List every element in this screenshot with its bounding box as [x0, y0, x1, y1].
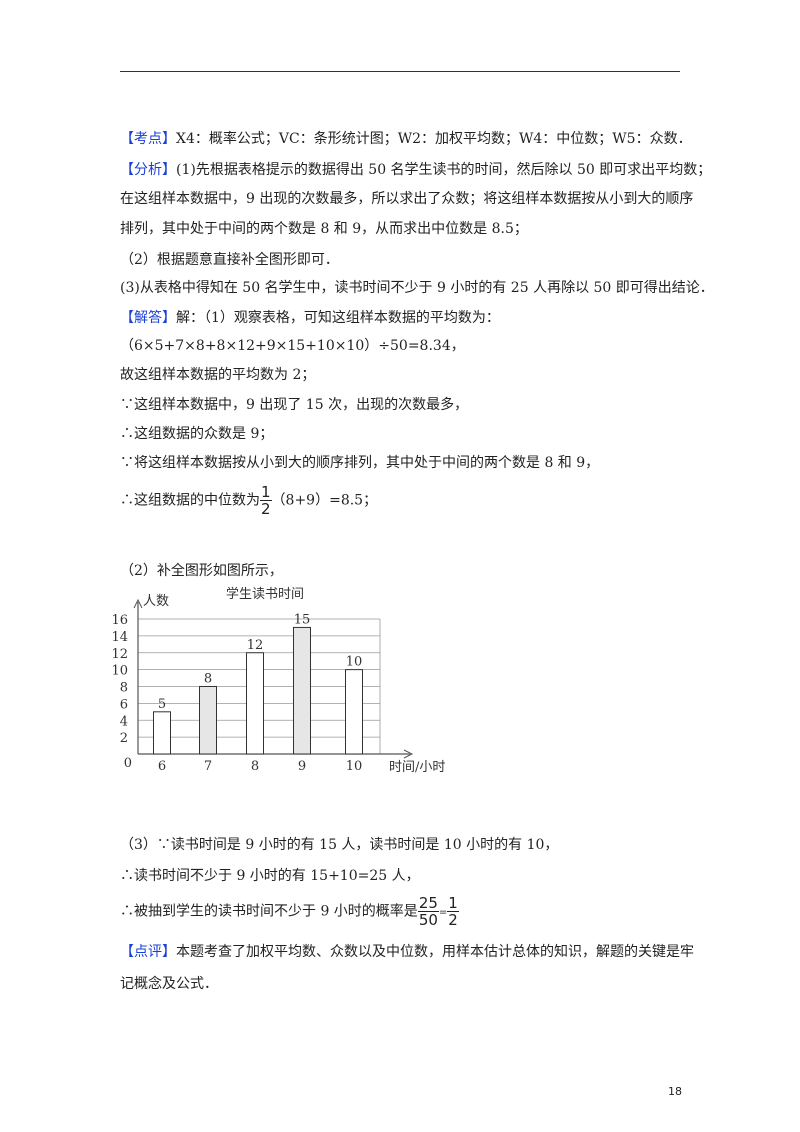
fenxi-line-4: （2）根据题意直接补全图形即可． — [120, 252, 339, 268]
y-tick-label: 4 — [120, 714, 128, 729]
part3-line-2: ∴读书时间不少于 9 小时的有 15+10=25 人， — [120, 868, 420, 884]
numerator: 1 — [260, 483, 272, 501]
fenxi-line-1: 【分析】(1)先根据表格提示的数据得出 50 名学生读书的时间，然后除以 50 … — [120, 161, 711, 179]
dianping-text: 本题考查了加权平均数、众数以及中位数，用样本估计总体的知识，解题的关键是牢 — [176, 944, 694, 960]
y-tick-label: 10 — [111, 664, 128, 679]
bar — [345, 669, 363, 755]
fenxi-tag: 【分析】 — [120, 162, 176, 178]
data-label: 8 — [204, 672, 212, 687]
header-rule — [120, 71, 680, 72]
fenxi-line-2: 在这组样本数据中，9 出现的次数最多，所以求出了众数；将这组样本数据按从小到大的… — [120, 191, 694, 207]
x-axis-label: 时间/小时 — [389, 760, 445, 775]
part2-line: （2）补全图形如图所示， — [120, 563, 283, 579]
page-number: 18 — [668, 1085, 682, 1098]
x-axis-arrow — [403, 749, 414, 759]
fenxi-line-3: 排列，其中处于中间的两个数是 8 和 9，从而求出中位数是 8.5； — [120, 221, 528, 237]
bar — [293, 626, 311, 755]
kaodian-text: X4：概率公式；VC：条形统计图；W2：加权平均数；W4：中位数；W5：众数． — [176, 131, 692, 147]
denominator: 2 — [261, 500, 271, 518]
jieda-line-4: ∵这组样本数据中，9 出现了 15 次，出现的次数最多， — [120, 397, 469, 413]
jieda-tag: 【解答】 — [120, 310, 176, 326]
data-label: 15 — [294, 612, 311, 627]
fraction-25-50: 25 50 — [417, 894, 439, 929]
bar — [199, 686, 217, 755]
x-tick-label: 6 — [158, 759, 166, 774]
part3-line-3: ∴被抽到学生的读书时间不少于 9 小时的概率是 25 50 = 1 2 — [120, 895, 459, 928]
median-text: ∴这组数据的中位数为 — [120, 492, 260, 509]
jieda-line-3: 故这组样本数据的平均数为 2； — [120, 367, 316, 383]
chart-title: 学生读书时间 — [226, 586, 304, 602]
y-tick-label: 2 — [120, 731, 128, 746]
data-label: 12 — [247, 638, 264, 653]
equals-sign: = — [438, 907, 448, 919]
jieda-text: 解：（1）观察表格，可知这组样本数据的平均数为： — [176, 310, 500, 326]
y-tick-label: 16 — [111, 613, 128, 628]
jieda-line-5: ∴这组数据的众数是 9； — [120, 426, 274, 442]
y-tick-label: 8 — [120, 681, 128, 696]
jieda-line-6: ∵将这组样本数据按从小到大的顺序排列，其中处于中间的两个数是 8 和 9， — [120, 455, 600, 471]
dianping-line-2: 记概念及公式． — [120, 976, 218, 992]
jieda-line-2: （6×5+7×8+8×12+9×15+10×10）÷50=8.34， — [120, 338, 465, 354]
data-label: 5 — [158, 697, 166, 712]
fenxi-line-5: (3)从表格中得知在 50 名学生中，读书时间不少于 9 小时的有 25 人再除… — [120, 280, 714, 296]
kaodian-line: 【考点】X4：概率公式；VC：条形统计图；W2：加权平均数；W4：中位数；W5：… — [120, 130, 692, 148]
denominator: 50 — [418, 911, 438, 929]
x-tick-label: 9 — [298, 759, 306, 774]
bar — [246, 652, 264, 755]
y-axis-label: 人数 — [143, 594, 169, 609]
y-tick-label: 0 — [124, 756, 132, 771]
median-result: （8+9）=8.5； — [271, 492, 378, 509]
jieda-line-7: ∴这组数据的中位数为 1 2 （8+9）=8.5； — [120, 484, 377, 517]
fenxi-text: (1)先根据表格提示的数据得出 50 名学生读书的时间，然后除以 50 即可求出… — [176, 162, 712, 178]
x-tick-label: 8 — [251, 759, 259, 774]
numerator: 25 — [417, 894, 439, 912]
dianping-line-1: 【点评】本题考查了加权平均数、众数以及中位数，用样本估计总体的知识，解题的关键是… — [120, 943, 694, 961]
y-axis-arrow — [133, 598, 143, 609]
data-label: 10 — [346, 655, 363, 670]
y-tick-label: 12 — [111, 647, 128, 662]
x-tick-label: 10 — [346, 759, 363, 774]
numerator: 1 — [447, 894, 459, 912]
part3-line-1: （3）∵读书时间是 9 小时的有 15 人，读书时间是 10 小时的有 10， — [120, 837, 559, 853]
dianping-tag: 【点评】 — [120, 944, 176, 960]
kaodian-tag: 【考点】 — [120, 131, 176, 147]
bar — [153, 711, 171, 755]
x-tick-label: 7 — [204, 759, 212, 774]
y-tick-label: 6 — [120, 697, 128, 712]
probability-text: ∴被抽到学生的读书时间不少于 9 小时的概率是 — [120, 903, 418, 920]
denominator: 2 — [448, 911, 458, 929]
jieda-line-1: 【解答】解：（1）观察表格，可知这组样本数据的平均数为： — [120, 309, 500, 327]
y-tick-label: 14 — [111, 630, 128, 645]
